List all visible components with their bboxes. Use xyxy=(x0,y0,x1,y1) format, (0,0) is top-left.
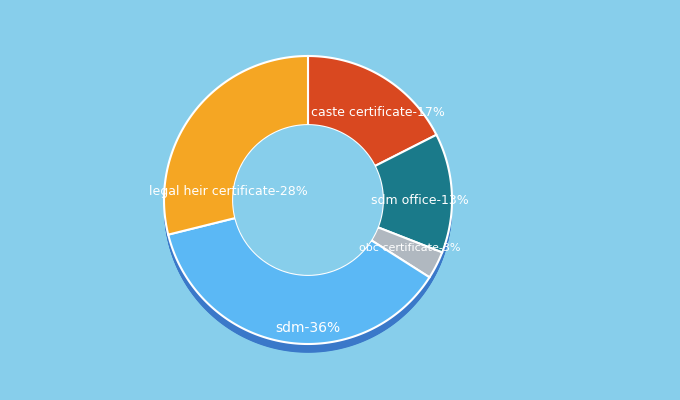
Polygon shape xyxy=(164,152,452,345)
Polygon shape xyxy=(164,153,452,346)
Text: sdm-36%: sdm-36% xyxy=(275,321,341,335)
Polygon shape xyxy=(371,227,442,277)
Text: obc certificate-3%: obc certificate-3% xyxy=(359,243,461,253)
Polygon shape xyxy=(164,155,452,348)
Text: sdm office-13%: sdm office-13% xyxy=(371,194,469,206)
Circle shape xyxy=(233,125,383,275)
Polygon shape xyxy=(375,135,452,252)
Polygon shape xyxy=(164,153,452,346)
Polygon shape xyxy=(164,157,452,350)
Polygon shape xyxy=(164,159,452,352)
Polygon shape xyxy=(168,218,430,344)
Polygon shape xyxy=(164,158,452,351)
Polygon shape xyxy=(164,156,452,349)
Polygon shape xyxy=(164,154,452,347)
Polygon shape xyxy=(164,152,452,346)
Polygon shape xyxy=(164,158,452,351)
Polygon shape xyxy=(164,157,452,350)
Polygon shape xyxy=(164,158,452,352)
Text: caste certificate-17%: caste certificate-17% xyxy=(311,106,445,118)
Text: legal heir certificate-28%: legal heir certificate-28% xyxy=(149,186,307,198)
Polygon shape xyxy=(164,154,452,348)
Polygon shape xyxy=(164,155,452,348)
Polygon shape xyxy=(164,151,452,344)
Polygon shape xyxy=(164,156,452,349)
Polygon shape xyxy=(308,56,437,166)
Polygon shape xyxy=(164,160,452,353)
Polygon shape xyxy=(164,56,308,235)
